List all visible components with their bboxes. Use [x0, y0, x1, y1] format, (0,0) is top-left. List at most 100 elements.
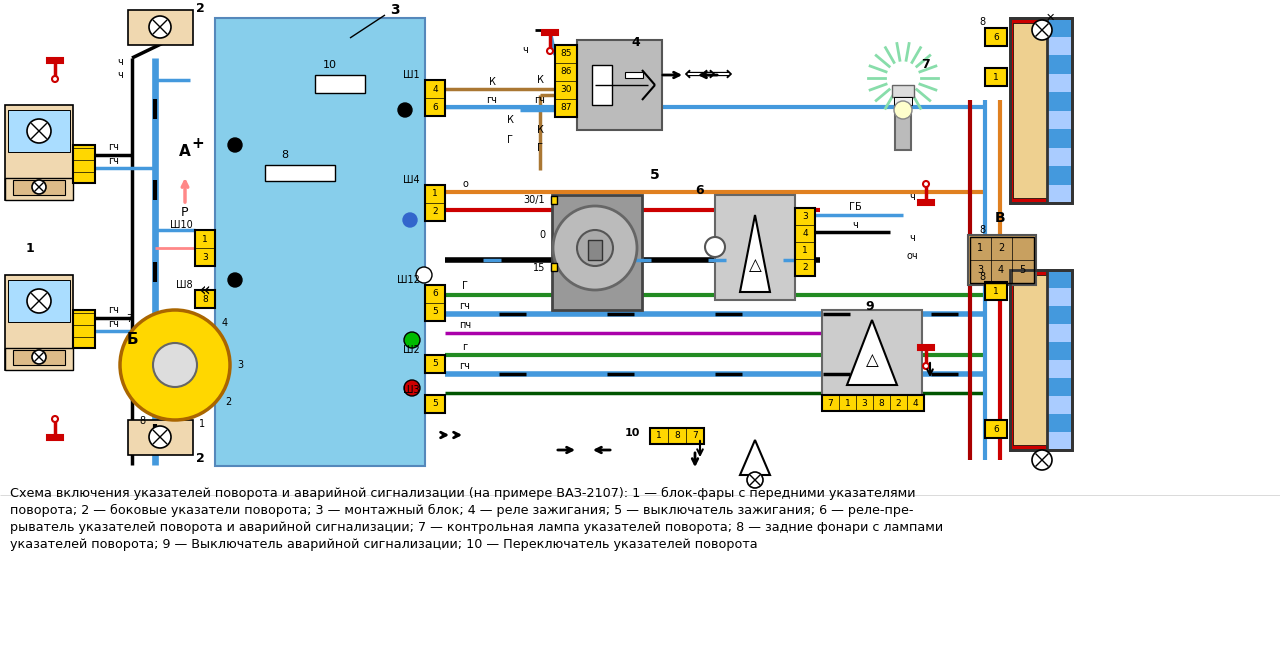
Bar [550, 196, 557, 204]
Bar [1047, 110, 1073, 129]
Bar [1047, 18, 1073, 203]
Bar [1047, 342, 1073, 360]
Bar [1047, 37, 1073, 55]
Circle shape [547, 48, 553, 54]
Text: 4: 4 [913, 399, 918, 408]
Text: 4: 4 [803, 229, 808, 238]
Bar [591, 65, 612, 105]
Bar [968, 235, 1036, 285]
Text: Ш4: Ш4 [403, 175, 420, 185]
Text: 4: 4 [221, 318, 228, 328]
Text: Г: Г [538, 143, 543, 153]
Bar [1047, 360, 1073, 378]
Bar [1047, 74, 1073, 92]
Bar [550, 263, 557, 271]
Circle shape [398, 103, 412, 117]
Text: гч: гч [486, 95, 498, 105]
Circle shape [1032, 20, 1052, 40]
Bar [1047, 270, 1073, 288]
Text: 2: 2 [803, 263, 808, 272]
Text: Схема включения указателей поворота и аварийной сигнализации (на примере ВАЗ-210: Схема включения указателей поворота и ав… [10, 487, 943, 551]
Text: ⟺: ⟺ [701, 65, 733, 85]
Text: 0: 0 [539, 230, 545, 240]
Bar [986, 282, 1007, 300]
Polygon shape [740, 440, 771, 475]
Text: 2: 2 [896, 399, 901, 408]
Bar [315, 75, 365, 93]
Bar [1047, 166, 1073, 184]
Text: 1: 1 [845, 399, 850, 408]
Bar [893, 97, 911, 105]
Text: 6: 6 [433, 290, 438, 299]
Text: 8: 8 [140, 416, 146, 426]
Text: 7: 7 [125, 314, 132, 324]
Text: 8: 8 [202, 295, 207, 304]
Text: ч: ч [118, 57, 123, 67]
Bar [795, 208, 815, 276]
Bar [986, 28, 1007, 46]
Text: Б: Б [127, 333, 138, 348]
Text: А: А [179, 144, 191, 159]
Circle shape [923, 363, 929, 369]
Text: Ш3: Ш3 [403, 385, 420, 395]
Bar [425, 185, 445, 221]
Circle shape [32, 350, 46, 364]
Text: Ш12: Ш12 [397, 275, 420, 285]
Text: ч: ч [852, 220, 858, 230]
Bar [13, 350, 65, 365]
Circle shape [577, 230, 613, 266]
Text: гч: гч [109, 305, 119, 315]
Bar [1012, 275, 1047, 445]
Circle shape [148, 426, 172, 448]
Bar [47, 435, 63, 440]
Bar [1047, 396, 1073, 414]
Text: ⟺: ⟺ [684, 65, 716, 85]
Bar [1047, 184, 1073, 203]
Circle shape [553, 206, 637, 290]
Text: 8: 8 [979, 225, 986, 235]
Circle shape [705, 237, 724, 257]
Bar [1047, 432, 1073, 450]
Bar [588, 240, 602, 260]
Bar [822, 395, 924, 411]
Text: 7: 7 [920, 59, 929, 72]
Bar [1047, 414, 1073, 432]
Text: гч: гч [460, 301, 471, 311]
Text: 5: 5 [433, 359, 438, 368]
Text: 5: 5 [1019, 265, 1025, 275]
Text: 1: 1 [433, 190, 438, 199]
Text: 1: 1 [803, 246, 808, 255]
Text: ч: ч [522, 45, 527, 55]
Bar [8, 110, 70, 152]
Text: 8: 8 [979, 17, 986, 27]
Text: 9: 9 [865, 301, 874, 313]
Circle shape [148, 16, 172, 38]
Text: 1: 1 [977, 243, 983, 253]
Text: «: « [198, 281, 211, 299]
Polygon shape [847, 320, 897, 385]
Bar [5, 178, 73, 200]
Bar [1047, 55, 1073, 74]
Text: 1: 1 [202, 235, 207, 244]
Bar [73, 310, 95, 348]
Text: Ш1: Ш1 [403, 70, 420, 80]
Bar [425, 395, 445, 413]
Text: 2: 2 [433, 208, 438, 217]
Bar [716, 195, 795, 300]
Text: Р: Р [182, 206, 188, 219]
Text: 1: 1 [657, 432, 662, 441]
Text: 4: 4 [433, 84, 438, 94]
Text: ч: ч [909, 192, 915, 202]
Text: 86: 86 [561, 68, 572, 77]
Text: гч: гч [109, 142, 119, 152]
Circle shape [52, 76, 58, 82]
Bar [1047, 324, 1073, 342]
Bar [8, 280, 70, 322]
Bar [1010, 270, 1073, 450]
Bar [195, 290, 215, 308]
Circle shape [923, 181, 929, 187]
Text: Г: Г [462, 281, 468, 291]
Bar [986, 68, 1007, 86]
Text: 3: 3 [390, 3, 399, 17]
Text: 87: 87 [561, 103, 572, 112]
